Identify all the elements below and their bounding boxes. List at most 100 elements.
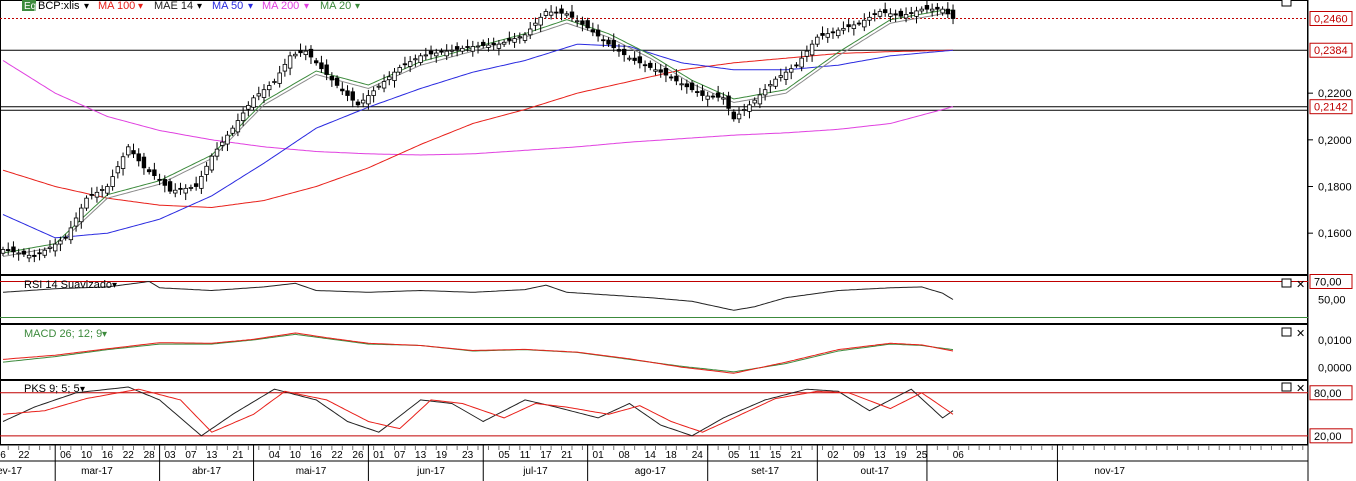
macd-close-icon[interactable]: ✕	[1296, 328, 1305, 340]
month-label: out-17	[861, 466, 890, 477]
pks-title[interactable]: PKS 9; 5; 5	[24, 383, 80, 395]
candle-body	[397, 67, 402, 73]
indicator-ma20-dropdown-icon[interactable]: ▾	[355, 1, 360, 12]
day-tick-label: 22	[18, 450, 30, 461]
pks-maximize-icon[interactable]	[1281, 382, 1292, 392]
month-label: mai-17	[296, 466, 327, 477]
indicator-ma100-dropdown-icon[interactable]: ▾	[138, 1, 143, 12]
indicator-ma50[interactable]: MA 50	[212, 0, 243, 12]
candle-body	[668, 76, 674, 79]
candle-body	[261, 89, 267, 98]
candle-body	[543, 11, 549, 16]
candle-body	[898, 10, 904, 17]
pks-close-icon[interactable]: ✕	[1296, 383, 1305, 395]
indicator-ma50-dropdown-icon[interactable]: ▾	[248, 1, 253, 12]
candle-body	[585, 20, 590, 29]
rsi-close-icon[interactable]: ✕	[1296, 279, 1305, 291]
indicator-ma200-dropdown-icon[interactable]: ▾	[304, 1, 309, 12]
candle-body	[167, 181, 173, 192]
candle-body	[836, 29, 841, 37]
macd-dropdown-icon[interactable]: ▾	[102, 329, 107, 340]
candle-body	[825, 33, 830, 38]
pks-level-tag-1: 20,00	[1314, 431, 1342, 443]
candle-body	[548, 11, 554, 16]
pks-dropdown-icon[interactable]: ▾	[80, 384, 85, 395]
macd-title[interactable]: MACD 26; 12; 9	[24, 328, 102, 340]
rsi-dropdown-icon[interactable]: ▾	[112, 280, 117, 291]
indicator-ma200[interactable]: MA 200	[262, 0, 299, 12]
candle-body	[752, 99, 757, 104]
candle-body	[778, 75, 783, 78]
level-tag-1-box	[1309, 42, 1353, 58]
indicator-mae14[interactable]: MAE 14	[154, 0, 193, 12]
candle-body	[444, 50, 449, 57]
candle-body	[392, 71, 397, 81]
candle-body	[387, 76, 392, 81]
candle-body	[841, 28, 846, 31]
candle-body	[94, 191, 100, 198]
candle-body	[293, 53, 298, 57]
candle-body	[53, 243, 58, 252]
candle-body	[89, 194, 94, 196]
candle-body	[454, 46, 460, 50]
pks-series-line-1	[2, 388, 954, 433]
candle-body	[846, 24, 851, 28]
candle-body	[580, 20, 585, 25]
candle-body	[862, 19, 867, 28]
day-tick-label: 19	[895, 450, 907, 461]
candle-body	[804, 50, 810, 57]
level-tag-2-box	[1309, 99, 1353, 115]
candle-body	[366, 95, 371, 105]
candle-body	[809, 43, 815, 56]
day-tick-label: 13	[874, 450, 886, 461]
day-tick-label: 01	[373, 450, 385, 461]
candle-body	[146, 169, 152, 173]
candle-body	[220, 141, 225, 146]
candle-body	[569, 11, 575, 18]
price-tick-label: 0,1800	[1318, 182, 1352, 194]
candle-body	[402, 63, 408, 66]
day-tick-label: 11	[520, 450, 531, 461]
day-tick-label: 11	[749, 450, 760, 461]
day-tick-label: 01	[593, 450, 605, 461]
candle-body	[313, 60, 319, 64]
candle-body	[653, 69, 658, 72]
candle-body	[538, 16, 543, 26]
candle-body	[501, 41, 507, 45]
rsi-series-line	[2, 280, 954, 311]
indicator-ma20[interactable]: MA 20	[320, 0, 351, 12]
candle-body	[679, 83, 684, 86]
macd-maximize-icon[interactable]	[1281, 327, 1292, 337]
indicator-mae14-dropdown-icon[interactable]: ▾	[197, 1, 202, 12]
candle-body	[11, 246, 16, 253]
candle-body	[575, 20, 580, 23]
candle-body	[893, 13, 898, 16]
candle-body	[705, 95, 710, 100]
candle-body	[115, 166, 121, 174]
candle-body	[851, 24, 857, 29]
candle-body	[214, 148, 220, 157]
ticker-dropdown-icon[interactable]: ▾	[84, 1, 89, 12]
price-maximize-icon[interactable]	[1281, 0, 1292, 7]
candle-body	[282, 63, 288, 72]
candle-body	[183, 187, 188, 194]
indicator-ma100[interactable]: MA 100	[98, 0, 135, 12]
candle-body	[21, 250, 27, 255]
ticker-badge: Eq	[24, 1, 36, 12]
candle-body	[950, 9, 956, 19]
rsi-maximize-icon[interactable]	[1281, 278, 1292, 288]
candle-body	[627, 57, 632, 60]
rsi-tick-label: 50,00	[1318, 295, 1346, 307]
rsi-title[interactable]: RSI 14 Suavizado	[24, 279, 112, 291]
candle-body	[251, 97, 256, 108]
day-tick-label: 26	[352, 450, 364, 461]
candle-body	[663, 68, 669, 76]
day-tick-label: 16	[102, 450, 114, 461]
candle-body	[329, 75, 335, 81]
candle-body	[903, 14, 909, 19]
candle-body	[381, 81, 387, 89]
ticker-label[interactable]: BCP:xlis	[38, 0, 80, 12]
month-label: nov-17	[1094, 466, 1125, 477]
candle-body	[303, 50, 308, 55]
pks-level-tag-0: 80,00	[1314, 388, 1342, 400]
